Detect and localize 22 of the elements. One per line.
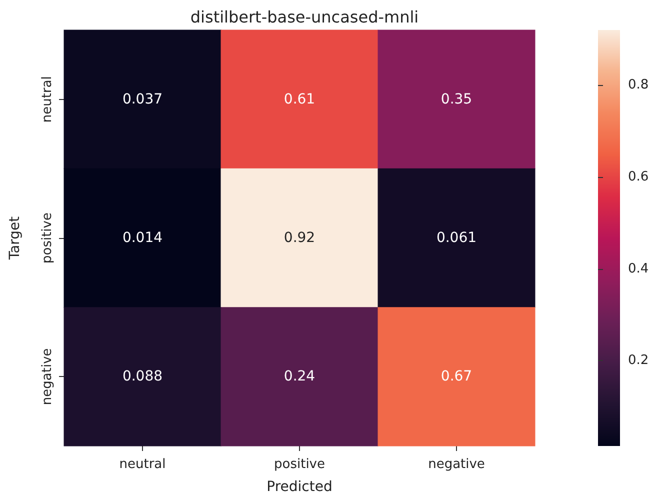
data-label: 0.67 [440, 368, 472, 385]
y-axis-title: Target [7, 216, 23, 261]
y-tick-label: positive [40, 212, 55, 264]
data-label: 0.061 [436, 230, 477, 246]
data-label: 0.088 [122, 368, 163, 385]
color-bar-label: 0.6 [628, 169, 649, 184]
data-label: 0.014 [122, 230, 163, 246]
color-bar-label: 0.4 [628, 261, 649, 276]
data-label: 0.35 [440, 91, 472, 108]
y-tick-label: neutral [40, 76, 55, 123]
x-axis-title: Predicted [266, 479, 332, 495]
data-label: 0.037 [122, 91, 163, 108]
chart-title: distilbert-base-uncased-mnli [190, 8, 419, 26]
color-bar-label: 0.8 [628, 78, 649, 93]
x-tick-label: neutral [119, 457, 166, 472]
x-tick-label: negative [428, 457, 485, 472]
color-bar-label: 0.2 [628, 353, 649, 368]
data-label: 0.92 [284, 230, 316, 246]
x-tick-label: positive [274, 457, 325, 472]
data-label: 0.24 [284, 368, 316, 385]
y-tick-label: negative [40, 348, 55, 406]
data-label: 0.61 [284, 91, 316, 108]
